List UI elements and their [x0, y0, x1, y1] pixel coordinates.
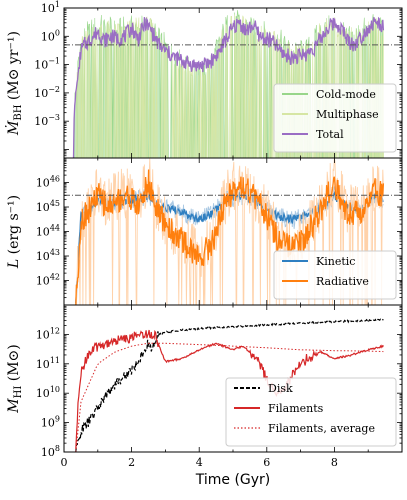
series-filaments-average-line [75, 342, 384, 452]
legend: Disk Filaments Filaments, average [225, 377, 397, 447]
legend-label: Filaments [268, 402, 324, 415]
series-filaments-line [75, 329, 384, 450]
legend-label: Kinetic [316, 255, 355, 268]
x-axis-label: Time (Gyr) [195, 472, 271, 488]
legend-label: Disk [268, 382, 293, 395]
panel-top: 101 100 10−1 10−2 10−3 ṀBH (M⊙ yr⁻¹) Cold-mode… [4, 0, 403, 159]
y-axis-label: MHI (M⊙) [6, 344, 24, 413]
y-tick-label: 1044 [36, 224, 60, 239]
y-axis-label: ṀBH (M⊙ yr⁻¹) [4, 31, 24, 136]
legend-label: Cold-mode [316, 88, 376, 101]
x-tick-label: 0 [61, 456, 68, 469]
legend: Cold-mode Multiphase Total [273, 83, 397, 153]
y-tick-label: 1011 [36, 356, 60, 371]
series-radiative-envelope [75, 158, 384, 305]
legend-box [225, 377, 397, 447]
y-tick-label: 108 [41, 444, 60, 459]
y-tick-label: 1046 [36, 175, 60, 190]
y-tick-label: 10−3 [34, 113, 60, 128]
x-tick-label: 4 [196, 456, 203, 469]
x-tick-label: 8 [331, 456, 338, 469]
y-tick-label: 1043 [36, 248, 60, 263]
y-tick-label: 101 [41, 0, 60, 15]
legend-box [273, 250, 397, 300]
series-total-line [72, 16, 385, 158]
legend-label: Multiphase [316, 108, 379, 121]
legend-label: Filaments, average [268, 422, 375, 435]
y-axis-label: L (erg s⁻¹) [6, 195, 22, 269]
legend-label: Total [316, 128, 344, 141]
y-tick-label: 100 [41, 28, 60, 43]
y-tick-label: 109 [41, 415, 60, 430]
series-radiative-line [75, 169, 385, 305]
y-tick-label: 1012 [36, 326, 60, 341]
panel-middle: 1046 1045 1044 1043 1042 L (erg s⁻¹) Kinetic Ra… [6, 157, 403, 306]
legend: Kinetic Radiative [273, 250, 397, 300]
y-tick-label: 1010 [36, 385, 60, 400]
y-tick-label: 10−2 [34, 85, 60, 100]
x-tick-label: 6 [263, 456, 270, 469]
y-tick-label: 10−1 [34, 57, 60, 72]
legend-label: Radiative [316, 275, 369, 288]
y-tick-label: 1045 [36, 199, 60, 214]
plot-area [75, 158, 385, 305]
x-tick-label: 2 [128, 456, 135, 469]
y-tick-label: 1042 [36, 273, 60, 288]
plot-area [75, 318, 384, 452]
